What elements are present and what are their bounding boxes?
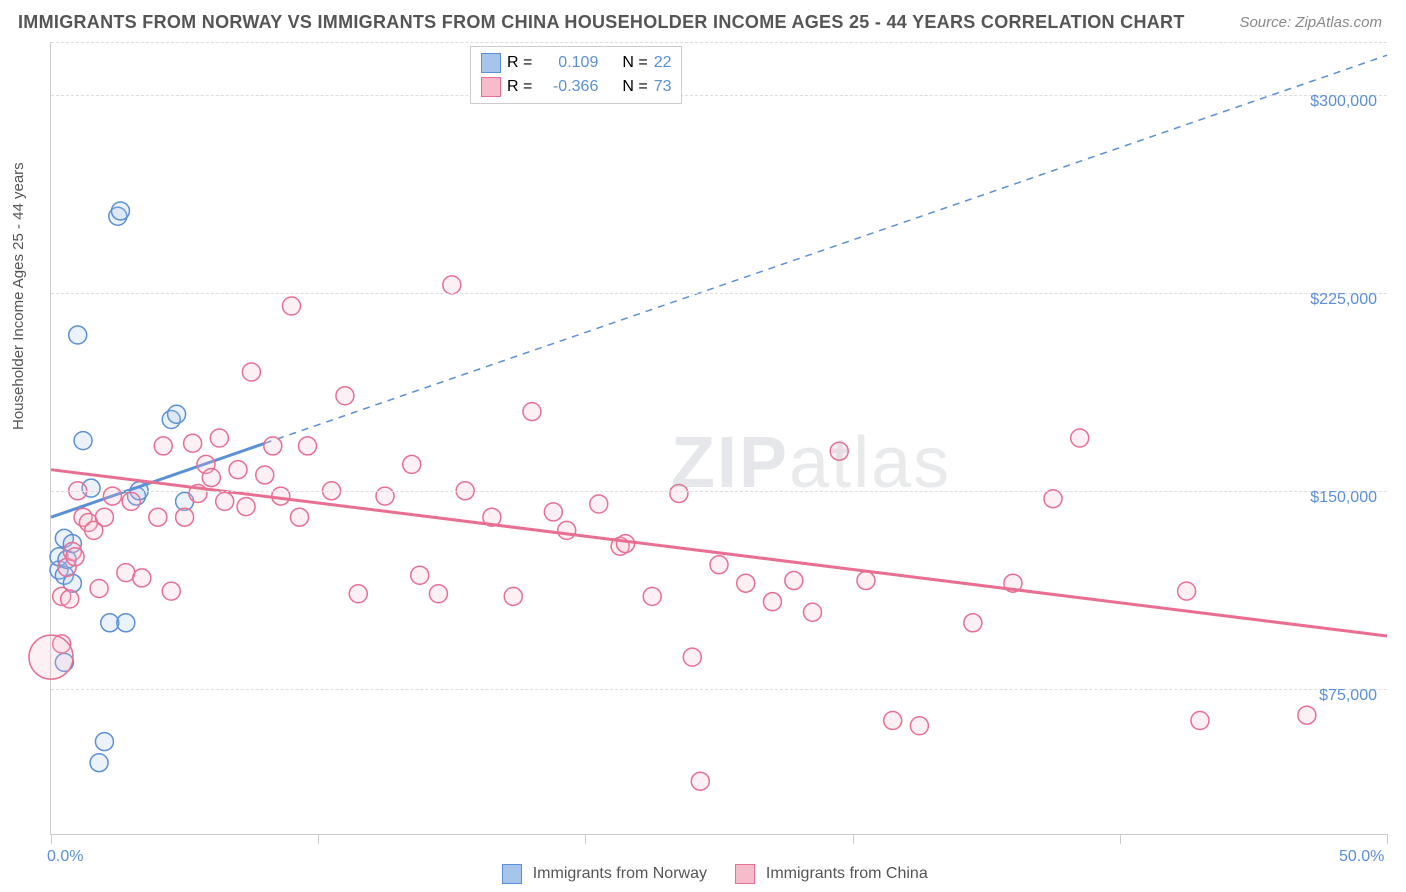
data-point-china [282,297,300,315]
data-point-china [61,590,79,608]
data-point-china [403,455,421,473]
data-point-china [710,556,728,574]
legend-row-china: R = -0.366 N = 73 [481,75,671,99]
n-value: 73 [654,78,672,96]
data-point-china [122,492,140,510]
data-point-norway [117,614,135,632]
data-point-china [411,566,429,584]
r-label: R = [507,54,532,72]
data-point-china [229,461,247,479]
data-point-china [523,403,541,421]
ytick-label: $150,000 [1310,489,1377,507]
ytick-label: $225,000 [1310,291,1377,309]
ytick-label: $300,000 [1310,93,1377,111]
data-point-china [558,521,576,539]
data-point-norway [95,733,113,751]
chart-title: IMMIGRANTS FROM NORWAY VS IMMIGRANTS FRO… [18,12,1185,33]
data-point-china [691,772,709,790]
data-point-china [1071,429,1089,447]
data-point-china [29,635,73,679]
data-point-china [785,572,803,590]
data-point-china [683,648,701,666]
r-label: R = [507,78,532,96]
data-point-china [133,569,151,587]
legend-stats: R = 0.109 N = 22 R = -0.366 N = 73 [470,46,682,104]
data-point-china [162,582,180,600]
data-point-china [237,498,255,516]
data-point-china [376,487,394,505]
data-point-china [504,587,522,605]
data-point-china [964,614,982,632]
plot-area: ZIPatlas $75,000$150,000$225,000$300,000… [50,42,1387,835]
swatch-china [481,77,501,97]
data-point-china [290,508,308,526]
n-value: 22 [654,54,672,72]
data-point-china [90,579,108,597]
swatch-norway [481,53,501,73]
data-point-china [149,508,167,526]
data-point-norway [168,405,186,423]
r-value: 0.109 [538,54,598,72]
data-point-china [804,603,822,621]
data-point-china [910,717,928,735]
legend-norway-label: Immigrants from Norway [533,865,707,882]
data-point-china [336,387,354,405]
data-point-china [616,535,634,553]
data-point-china [590,495,608,513]
data-point-china [443,276,461,294]
data-point-china [216,492,234,510]
data-point-china [242,363,260,381]
data-point-china [857,572,875,590]
data-point-china [429,585,447,603]
data-point-norway [69,326,87,344]
data-point-china [95,508,113,526]
data-point-china [884,711,902,729]
data-point-china [763,593,781,611]
data-point-china [256,466,274,484]
chart-container: IMMIGRANTS FROM NORWAY VS IMMIGRANTS FRO… [0,0,1406,892]
data-point-china [349,585,367,603]
data-point-norway [111,202,129,220]
source-label: Source: ZipAtlas.com [1239,14,1382,31]
ytick-label: $75,000 [1319,687,1377,705]
data-point-china [117,564,135,582]
legend-row-norway: R = 0.109 N = 22 [481,51,671,75]
n-label: N = [622,54,647,72]
legend-series: Immigrants from Norway Immigrants from C… [0,864,1406,884]
y-axis-label: Householder Income Ages 25 - 44 years [10,162,27,430]
n-label: N = [622,78,647,96]
data-point-norway [74,432,92,450]
data-point-china [299,437,317,455]
data-point-china [154,437,172,455]
data-point-china [1191,711,1209,729]
data-point-china [737,574,755,592]
data-point-china [66,548,84,566]
data-point-china [264,437,282,455]
data-point-china [1178,582,1196,600]
data-point-china [210,429,228,447]
data-point-norway [90,754,108,772]
swatch-china-icon [735,864,755,884]
data-point-china [176,508,194,526]
swatch-norway-icon [502,864,522,884]
data-point-china [202,469,220,487]
legend-china-label: Immigrants from China [766,865,928,882]
data-point-china [184,434,202,452]
data-point-china [1298,706,1316,724]
data-point-china [544,503,562,521]
data-point-china [103,487,121,505]
data-point-china [643,587,661,605]
data-point-china [1044,490,1062,508]
r-value: -0.366 [538,78,598,96]
